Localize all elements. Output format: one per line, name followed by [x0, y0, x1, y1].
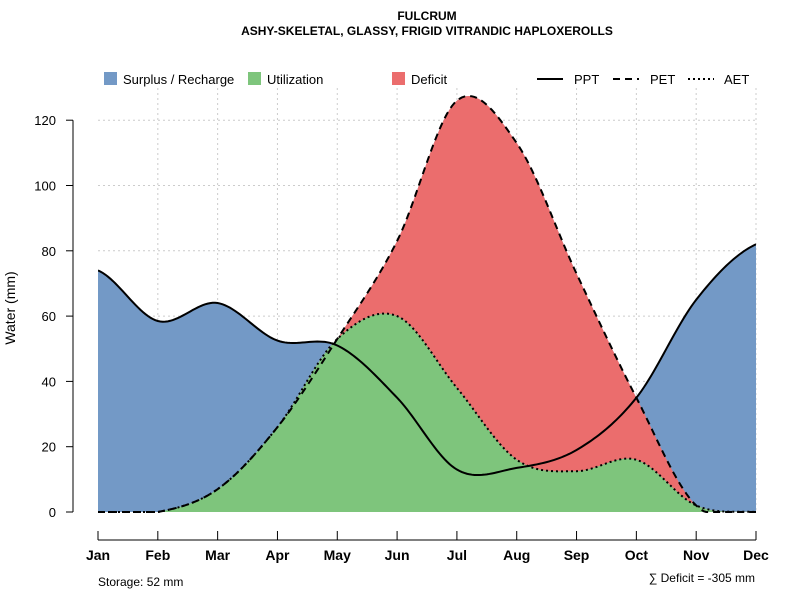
storage-note: Storage: 52 mm [98, 575, 183, 589]
legend-label-deficit: Deficit [411, 72, 448, 87]
legend-swatch-utilization [248, 72, 261, 85]
x-tick-label: Aug [503, 547, 530, 563]
x-tick-label: Sep [564, 547, 590, 563]
axes-layer: 0 20 40 60 80 100 120 Jan Feb Mar Apr May Jun Jul Aug S… [34, 113, 769, 563]
legend-label-surplus: Surplus / Recharge [123, 72, 234, 87]
legend-label-ppt: PPT [574, 72, 599, 87]
deficit-note: ∑ Deficit = -305 mm [649, 571, 755, 585]
area-deficit [98, 96, 756, 512]
y-tick-label: 0 [49, 505, 56, 520]
y-axis-label: Water (mm) [2, 271, 18, 344]
x-tick-label: Oct [625, 547, 649, 563]
x-tick-label: Jul [447, 547, 467, 563]
legend-swatch-deficit [392, 72, 405, 85]
legend-label-utilization: Utilization [267, 72, 323, 87]
y-tick-label: 100 [34, 179, 56, 194]
y-tick-label: 40 [42, 374, 56, 389]
x-tick-label: May [324, 547, 351, 563]
y-tick-label: 20 [42, 440, 56, 455]
series-line-ppt [98, 243, 756, 477]
x-tick-label: Apr [265, 547, 290, 563]
area-utilization [98, 313, 756, 512]
chart-subtitle: ASHY-SKELETAL, GLASSY, FRIGID VITRANDIC … [241, 24, 613, 38]
y-tick-label: 80 [42, 244, 56, 259]
x-tick-label: Dec [743, 547, 769, 563]
legend: Surplus / Recharge Utilization Deficit P… [104, 72, 749, 87]
legend-label-aet: AET [724, 72, 749, 87]
legend-label-pet: PET [650, 72, 675, 87]
legend-swatch-surplus [104, 72, 117, 85]
y-tick-label: 60 [42, 309, 56, 324]
series-line-pet [98, 94, 756, 513]
area-layer [98, 96, 756, 512]
x-tick-label: Feb [145, 547, 170, 563]
line-layer [98, 94, 756, 513]
y-tick-label: 120 [34, 113, 56, 128]
x-tick-label: Jan [86, 547, 110, 563]
chart-title: FULCRUM [397, 9, 456, 23]
x-tick-label: Jun [385, 547, 410, 563]
x-tick-label: Mar [205, 547, 230, 563]
x-tick-label: Nov [683, 547, 710, 563]
